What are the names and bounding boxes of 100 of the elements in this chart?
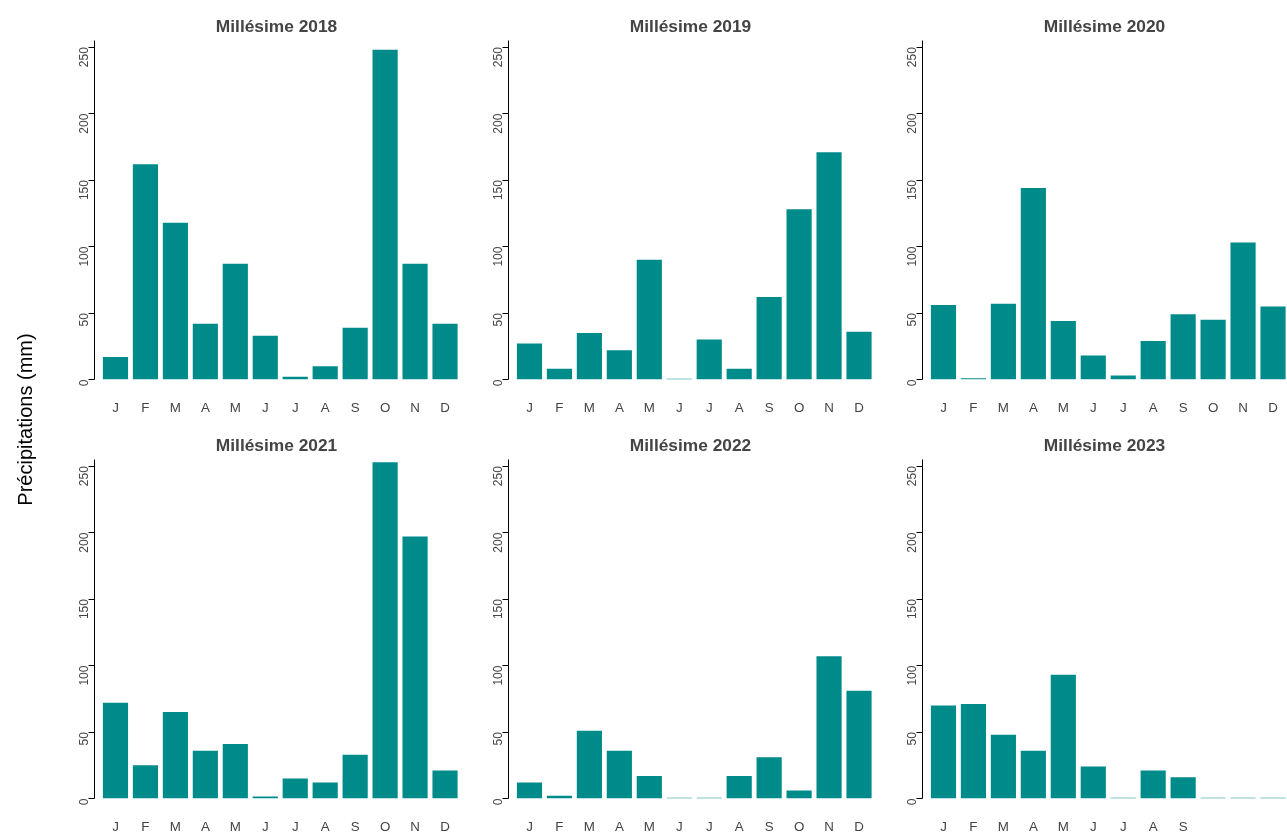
x-tick-label: A	[1148, 818, 1158, 834]
y-tick-label: 200	[77, 113, 91, 134]
y-tick-label: 250	[77, 46, 91, 68]
x-tick-label: O	[793, 818, 805, 834]
x-tick-label: A	[320, 399, 330, 415]
x-tick-label: A	[200, 818, 210, 834]
y-tick-label: 50	[491, 312, 505, 327]
x-tick-label: J	[112, 818, 119, 834]
y-tick-label: 200	[77, 532, 91, 553]
x-tick-label: M	[583, 818, 595, 834]
x-tick-label: F	[969, 399, 978, 415]
x-tick-label: F	[141, 399, 150, 415]
x-tick-label: A	[614, 818, 624, 834]
x-tick-label: J	[261, 818, 269, 834]
y-tick-label: 250	[905, 465, 919, 487]
x-tick-label: J	[291, 818, 299, 834]
x-tick-label: S	[764, 818, 774, 834]
x-tick-label: O	[1207, 399, 1219, 415]
x-tick-label: A	[734, 818, 744, 834]
x-tick-label: D	[1268, 399, 1278, 415]
x-tick-label: N	[410, 399, 420, 415]
x-tick-label: O	[379, 818, 391, 834]
y-tick-label: 250	[491, 46, 505, 68]
y-tick-label: 200	[491, 532, 505, 553]
x-tick-label: F	[969, 818, 978, 834]
x-tick-label: D	[440, 818, 450, 834]
x-tick-label: M	[1057, 399, 1069, 415]
y-tick-label: 250	[491, 465, 505, 487]
y-tick-label: 250	[77, 465, 91, 487]
x-tick-label: A	[734, 399, 744, 415]
x-tick-label: M	[583, 399, 595, 415]
x-tick-label: J	[291, 399, 299, 415]
x-tick-label: J	[1089, 818, 1097, 834]
x-tick-label: M	[1057, 818, 1069, 834]
x-tick-label: J	[526, 818, 533, 834]
x-tick-label: A	[320, 818, 330, 834]
x-tick-label: M	[997, 399, 1009, 415]
x-tick-label: J	[526, 399, 533, 415]
y-tick-label: 150	[77, 179, 91, 201]
y-tick-label: 0	[77, 379, 91, 387]
y-tick-label: 200	[905, 532, 919, 553]
y-tick-label: 100	[905, 246, 919, 267]
x-tick-label: F	[141, 818, 150, 834]
x-tick-label: D	[440, 399, 450, 415]
y-axis-title: Précipitations (mm)	[13, 333, 36, 506]
x-tick-label: A	[1028, 818, 1038, 834]
x-tick-label: J	[940, 818, 947, 834]
x-tick-label: S	[350, 399, 360, 415]
y-tick-label: 150	[491, 179, 505, 201]
y-tick-label: 100	[491, 246, 505, 267]
x-tick-label: O	[379, 399, 391, 415]
x-tick-label: M	[997, 818, 1009, 834]
x-tick-label: A	[1148, 399, 1158, 415]
y-tick-label: 100	[77, 246, 91, 267]
y-tick-label: 250	[905, 46, 919, 68]
x-tick-label: F	[555, 818, 564, 834]
chart-title: Millésime 2019	[629, 15, 752, 36]
x-tick-label: S	[350, 818, 360, 834]
y-tick-label: 50	[491, 731, 505, 746]
y-tick-label: 150	[905, 179, 919, 201]
y-tick-label: 50	[905, 312, 919, 327]
y-tick-label: 0	[491, 798, 505, 806]
x-tick-label: J	[1119, 818, 1127, 834]
x-tick-label: J	[675, 399, 683, 415]
x-tick-label: M	[169, 399, 181, 415]
x-tick-label: J	[940, 399, 947, 415]
x-tick-label: N	[824, 399, 834, 415]
y-tick-label: 0	[905, 798, 919, 806]
y-tick-label: 150	[905, 598, 919, 620]
y-tick-label: 100	[905, 665, 919, 686]
x-tick-label: M	[643, 399, 655, 415]
chart-title: Millésime 2023	[1043, 434, 1166, 455]
x-tick-label: J	[112, 399, 119, 415]
x-tick-label: J	[1089, 399, 1097, 415]
y-tick-label: 0	[905, 379, 919, 387]
x-tick-label: S	[1178, 399, 1188, 415]
x-tick-label: M	[229, 399, 241, 415]
x-tick-label: D	[854, 818, 864, 834]
x-tick-label: D	[854, 399, 864, 415]
x-tick-label: M	[643, 818, 655, 834]
y-tick-label: 150	[491, 598, 505, 620]
x-tick-label: M	[229, 818, 241, 834]
y-tick-label: 100	[77, 665, 91, 686]
x-tick-label: A	[614, 399, 624, 415]
x-tick-label: N	[1238, 399, 1248, 415]
x-tick-label: S	[1178, 818, 1188, 834]
y-tick-label: 50	[77, 312, 91, 327]
x-tick-label: O	[793, 399, 805, 415]
x-tick-label: N	[824, 818, 834, 834]
y-tick-label: 150	[77, 598, 91, 620]
x-tick-label: M	[169, 818, 181, 834]
x-tick-label: J	[705, 818, 713, 834]
y-tick-label: 50	[77, 731, 91, 746]
x-tick-label: A	[200, 399, 210, 415]
x-tick-label: A	[1028, 399, 1038, 415]
y-tick-label: 200	[491, 113, 505, 134]
y-tick-label: 200	[905, 113, 919, 134]
y-tick-label: 50	[905, 731, 919, 746]
x-tick-label: J	[675, 818, 683, 834]
x-tick-label: J	[705, 399, 713, 415]
